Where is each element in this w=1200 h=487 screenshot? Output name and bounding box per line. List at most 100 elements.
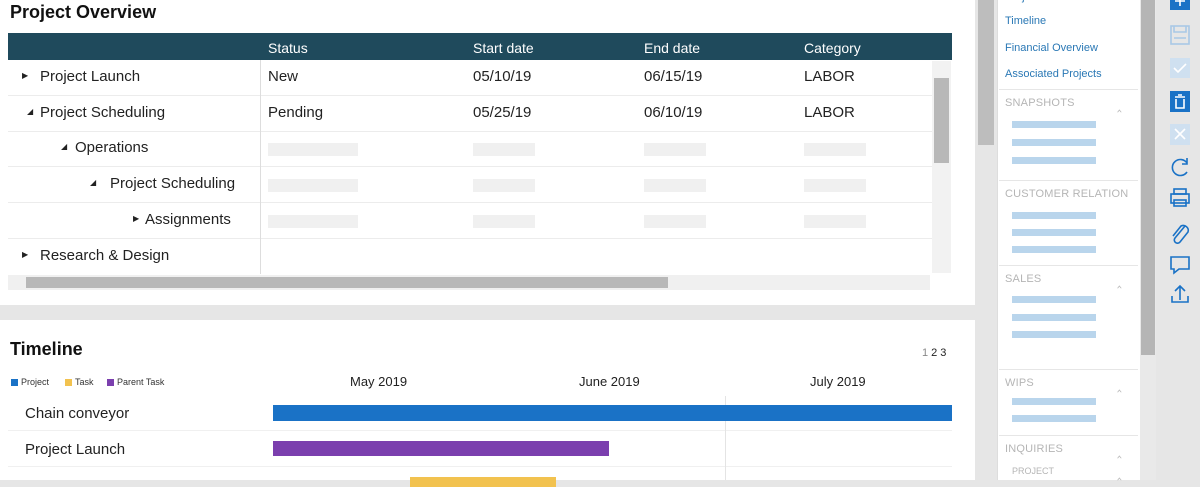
tree-toggle[interactable]: ▶: [22, 71, 29, 80]
section-heading: WIPS: [1005, 377, 1034, 389]
tree-toggle[interactable]: ◢: [27, 106, 34, 116]
tree-toggle[interactable]: ◢: [61, 142, 68, 152]
attach-icon[interactable]: [1172, 224, 1190, 244]
row-name: Assignments: [145, 210, 231, 228]
section-divider: [999, 265, 1138, 266]
legend-label: Task: [75, 377, 94, 387]
row-divider: [8, 166, 932, 168]
section-divider: [999, 180, 1138, 181]
placeholder: [804, 143, 866, 157]
collapse-toggle[interactable]: ‸: [1117, 376, 1122, 392]
section-heading: INQUIRIES: [1005, 443, 1064, 455]
placeholder-link: [1012, 314, 1096, 321]
gantt-bar-parent-task[interactable]: [273, 441, 609, 456]
cell: 05/10/19: [473, 68, 532, 85]
month-divider: [725, 396, 726, 480]
placeholder: [268, 143, 358, 157]
placeholder: [268, 179, 358, 193]
nav-link[interactable]: Project Overview: [1005, 0, 1088, 3]
cell: 06/10/19: [644, 103, 703, 121]
row-name: Operations: [75, 139, 149, 157]
legend-swatch: [107, 379, 114, 386]
row-divider: [8, 466, 952, 467]
refresh-icon[interactable]: [1171, 158, 1188, 177]
collapse-toggle[interactable]: ‸: [1117, 442, 1122, 458]
row-divider: [8, 202, 932, 204]
export-icon[interactable]: [1171, 284, 1189, 303]
table-header: [8, 33, 952, 60]
collapse-toggle: ‸: [1117, 464, 1122, 480]
nav-link[interactable]: Associated Projects: [1005, 68, 1102, 80]
delete-icon[interactable]: [1170, 91, 1190, 112]
overview-title: Project Overview: [10, 2, 157, 22]
month-label: June 2019: [579, 374, 640, 389]
check-icon[interactable]: [1170, 58, 1190, 78]
sidebar-scroll-thumb[interactable]: [1141, 0, 1155, 355]
page-scroll-thumb[interactable]: [978, 0, 994, 145]
nav-link[interactable]: Timeline: [1005, 15, 1047, 27]
placeholder-link: [1012, 398, 1096, 405]
cell: Pending: [268, 103, 324, 121]
placeholder-link: [1012, 246, 1096, 253]
collapse-toggle[interactable]: ‸: [1117, 96, 1122, 112]
placeholder-link: [1012, 139, 1096, 146]
h-scroll-thumb[interactable]: [26, 277, 668, 288]
collapse-toggle[interactable]: ‸: [1117, 272, 1122, 288]
placeholder: [644, 214, 706, 228]
cell: New: [268, 68, 299, 85]
page-number[interactable]: 2: [931, 347, 938, 359]
legend-swatch: [11, 379, 18, 386]
placeholder-link: [1012, 415, 1096, 422]
placeholder-link: [1012, 212, 1096, 219]
section-heading: CUSTOMER RELATION: [1005, 188, 1129, 200]
task-name: Project Launch: [25, 441, 126, 458]
placeholder: [473, 143, 535, 157]
print-icon[interactable]: [1170, 188, 1190, 207]
page-number[interactable]: 3: [940, 347, 947, 359]
cell: 05/25/19: [473, 103, 532, 121]
placeholder-link: [1012, 331, 1096, 338]
column-divider: [260, 60, 261, 274]
section-heading: SNAPSHOTS: [1005, 97, 1075, 109]
column-header: Category: [804, 40, 861, 56]
placeholder-link: [1012, 229, 1096, 236]
month-label: July 2019: [810, 374, 866, 389]
v-scroll-thumb[interactable]: [934, 78, 949, 163]
cell: LABOR: [804, 103, 855, 121]
timeline-title: Timeline: [10, 339, 83, 359]
gantt-bar-project[interactable]: [273, 405, 952, 421]
subsection-heading: PROJECT: [1012, 466, 1055, 476]
cell: 06/15/19: [644, 68, 703, 85]
comment-icon[interactable]: [1170, 256, 1190, 275]
column-header: End date: [644, 40, 701, 56]
section-divider: [999, 369, 1138, 370]
add-icon[interactable]: [1170, 0, 1190, 10]
placeholder-link: [1012, 296, 1096, 303]
placeholder: [644, 143, 706, 157]
tree-toggle[interactable]: ▶: [133, 213, 140, 223]
row-divider: [8, 95, 932, 96]
row-divider: [8, 237, 932, 239]
cell: LABOR: [804, 68, 855, 85]
row-name: Project Launch: [40, 68, 141, 85]
row-name: Project Scheduling: [40, 103, 166, 121]
placeholder: [644, 179, 706, 193]
gantt-bar-task[interactable]: [410, 477, 556, 487]
section-heading: SALES: [1005, 273, 1042, 285]
nav-link[interactable]: Financial Overview: [1005, 42, 1098, 54]
column-header: Start date: [473, 40, 534, 56]
placeholder: [473, 179, 535, 193]
placeholder: [473, 214, 535, 228]
cancel-icon[interactable]: [1170, 124, 1190, 145]
legend-swatch: [65, 379, 72, 386]
section-divider: [999, 89, 1138, 90]
save-icon[interactable]: [1170, 25, 1190, 45]
section-divider: [999, 435, 1138, 436]
tree-toggle[interactable]: ◢: [90, 178, 97, 188]
page-number[interactable]: 1: [922, 347, 929, 359]
tree-toggle[interactable]: ▶: [22, 249, 29, 259]
placeholder: [268, 214, 358, 228]
placeholder-link: [1012, 157, 1096, 164]
